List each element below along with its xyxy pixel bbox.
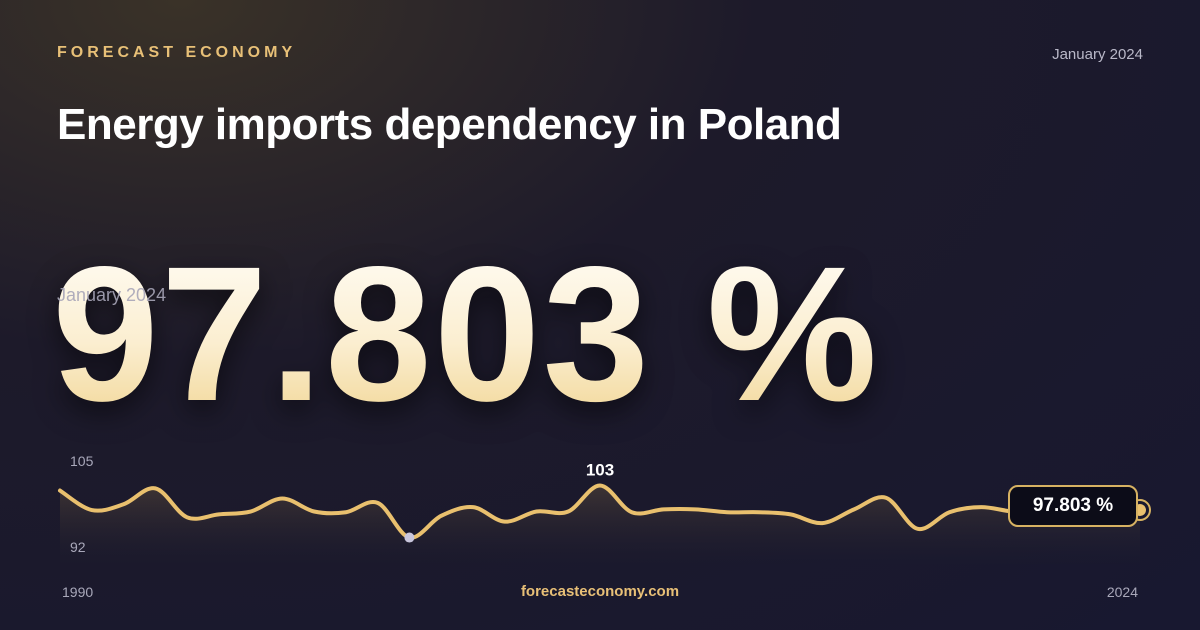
header-date: January 2024 — [1052, 46, 1143, 63]
sparkline-chart: 105 92 103 — [58, 453, 1151, 564]
brand-name: FORECAST ECONOMY — [57, 44, 297, 61]
min-point-marker — [404, 532, 415, 543]
chart-area — [60, 485, 1140, 564]
site-link[interactable]: forecasteconomy.com — [520, 583, 680, 600]
peak-value-label: 103 — [586, 460, 614, 479]
chart-line — [58, 483, 1142, 540]
y-tick-min: 92 — [70, 539, 86, 555]
x-axis-end: 2024 — [1106, 584, 1138, 600]
last-value-callout: 97.803 % — [1008, 485, 1138, 527]
x-axis-start: 1990 — [62, 584, 94, 600]
y-tick-max: 105 — [70, 453, 94, 469]
page-title: Energy imports dependency in Poland — [57, 100, 842, 149]
hero-date-label: January 2024 — [57, 285, 167, 305]
hero-value: 97.803 % — [52, 226, 880, 441]
